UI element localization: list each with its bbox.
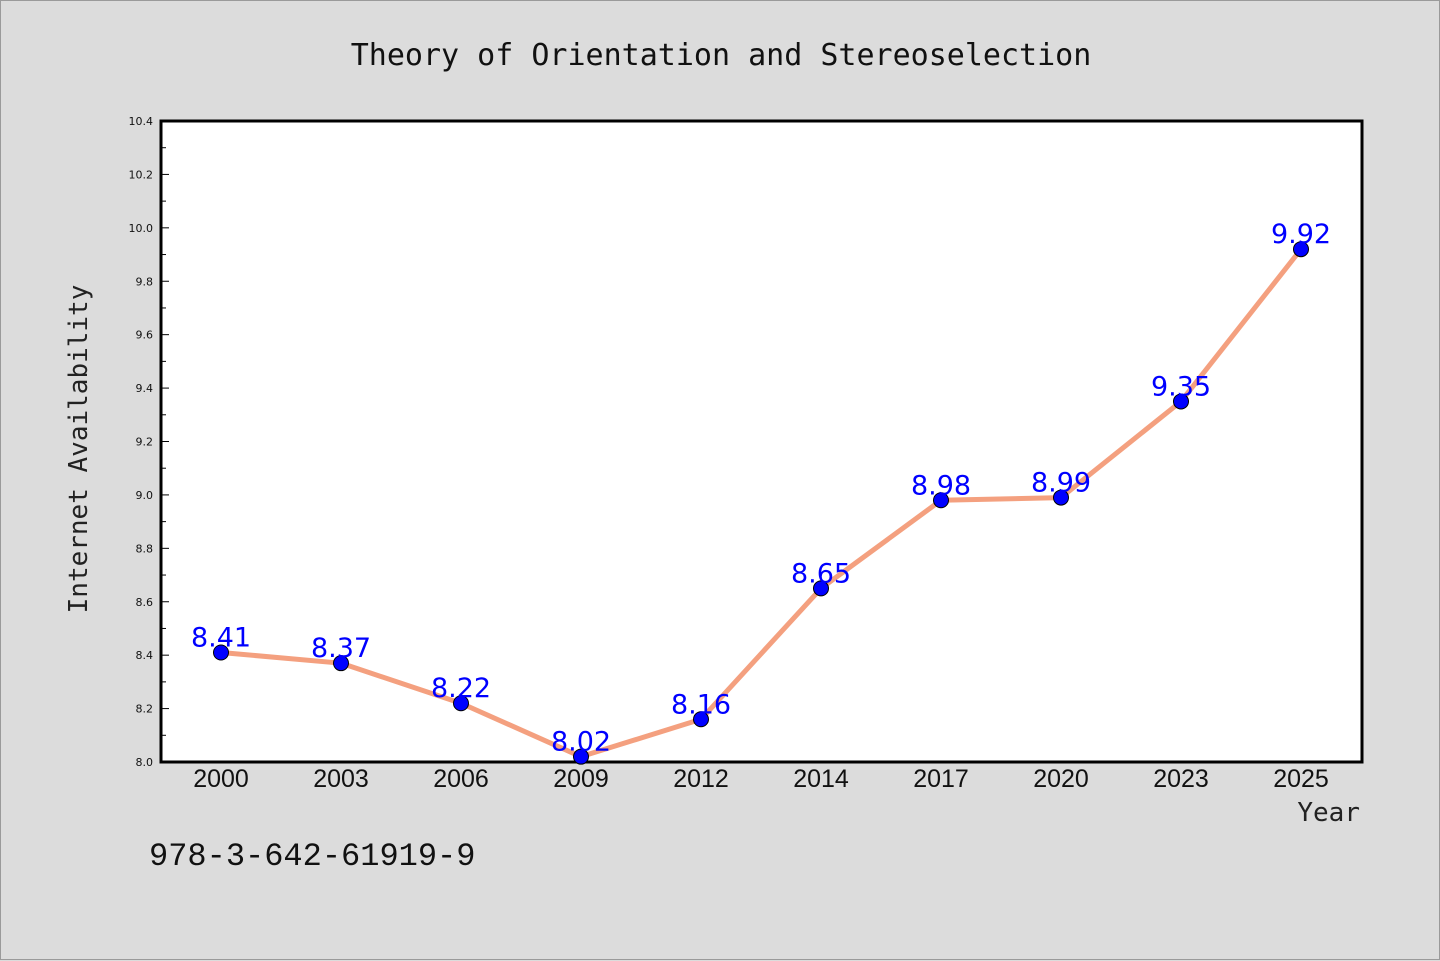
x-tick-label: 2009 (553, 765, 609, 793)
data-label: 8.41 (191, 622, 251, 653)
y-tick-label: 8.0 (136, 756, 154, 769)
data-label: 8.99 (1031, 468, 1091, 499)
x-tick-label: 2003 (313, 765, 369, 793)
y-tick-label: 8.2 (136, 703, 154, 716)
data-label: 8.37 (311, 633, 371, 664)
y-tick-label: 10.0 (129, 222, 154, 235)
data-label: 9.35 (1151, 371, 1211, 402)
data-labels: 8.41 8.37 8.22 8.02 8.16 8.65 8.98 8.99 9.35 9.92 (191, 219, 1331, 757)
y-tick-label: 10.4 (129, 115, 154, 128)
data-point (213, 644, 229, 661)
x-tick-label: 2012 (673, 765, 729, 793)
x-axis-title: Year (1297, 798, 1360, 828)
y-tick-label: 8.8 (136, 542, 154, 555)
data-point (333, 655, 349, 672)
data-point (693, 711, 709, 728)
x-tick-label: 2017 (913, 765, 969, 793)
x-tick-label: 2020 (1033, 765, 1089, 793)
y-tick-label: 9.4 (136, 382, 154, 395)
data-label: 9.92 (1271, 219, 1331, 250)
data-label: 8.65 (791, 558, 851, 589)
y-axis: 8.0 8.2 8.4 8.6 8.8 9.0 9.2 9.4 9.6 9.8 10.0 10.2 10… (129, 115, 169, 769)
data-point (1293, 241, 1309, 258)
x-tick-label: 2006 (433, 765, 489, 793)
data-point (813, 580, 829, 597)
x-tick-label: 2025 (1273, 765, 1329, 793)
data-point (933, 492, 949, 509)
y-tick-label: 8.6 (136, 596, 154, 609)
y-tick-label: 9.8 (136, 275, 154, 288)
y-tick-label: 8.4 (136, 649, 154, 662)
x-tick-label: 2014 (793, 765, 849, 793)
series-line (218, 246, 1304, 760)
x-tick-label: 2023 (1153, 765, 1209, 793)
y-tick-label: 10.2 (129, 168, 154, 181)
data-label: 8.98 (911, 470, 971, 501)
y-axis-title: Internet Availability (64, 285, 94, 614)
data-point (573, 748, 589, 765)
data-point (1173, 393, 1189, 410)
y-tick-label: 9.0 (136, 489, 154, 502)
x-axis: 2000 2003 2006 2009 2012 2014 2017 2020 2023 2025 (193, 765, 1329, 793)
data-point (1053, 489, 1069, 506)
y-tick-label: 9.6 (136, 329, 154, 342)
data-point (453, 695, 469, 712)
data-label: 8.16 (671, 689, 731, 720)
chart-title: Theory of Orientation and Stereoselectio… (351, 38, 1092, 73)
data-label: 8.02 (551, 727, 611, 758)
series-layer (213, 241, 1309, 765)
x-tick-label: 2000 (193, 765, 249, 793)
y-tick-label: 9.2 (136, 436, 154, 449)
data-label: 8.22 (431, 673, 491, 704)
footnote-isbn: 978-3-642-61919-9 (149, 838, 475, 875)
